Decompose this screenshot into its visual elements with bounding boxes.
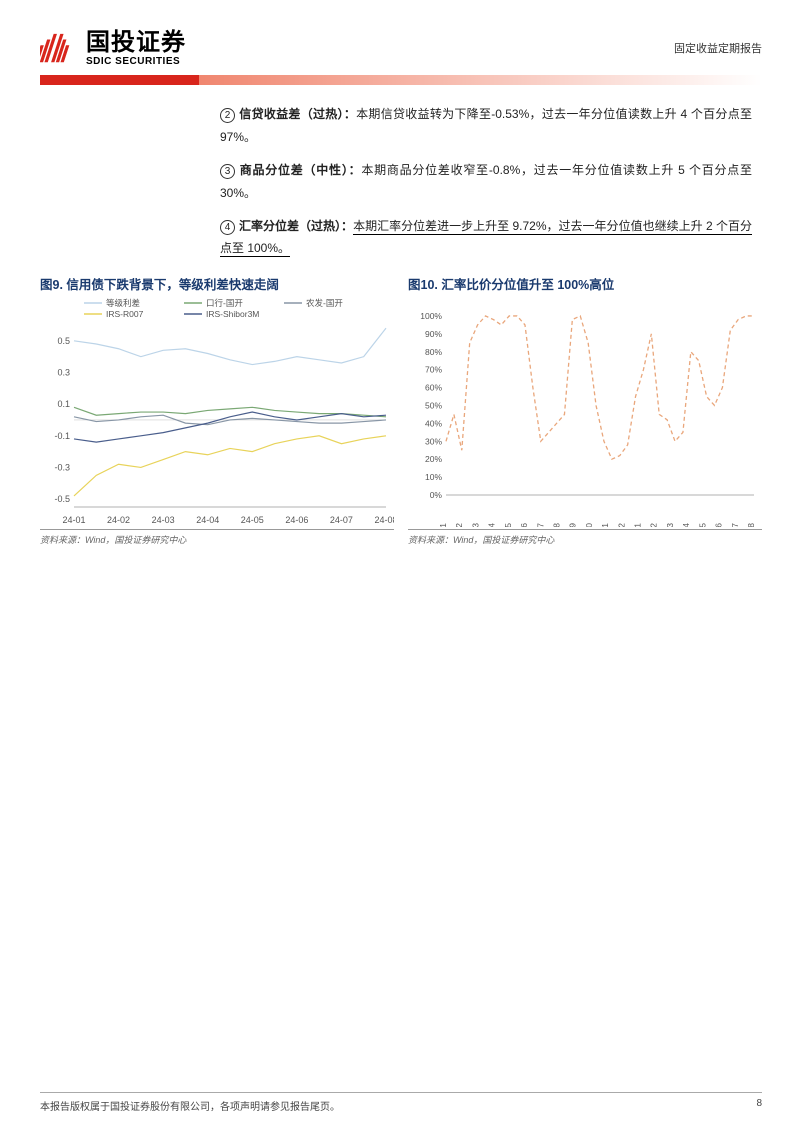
svg-text:等级利差: 等级利差 — [106, 298, 140, 308]
svg-text:IRS-R007: IRS-R007 — [106, 309, 144, 319]
chart-10: 图10. 汇率比价分位值升至 100%高位 0% 10% 20% 30% 40% 50% 6… — [408, 274, 762, 546]
svg-text:23-09: 23-09 — [568, 523, 578, 527]
logo-block: 国投证券 SDIC SECURITIES — [40, 30, 186, 67]
footer-copyright: 本报告版权属于国投证券股份有限公司，各项声明请参见报告尾页。 — [40, 1098, 340, 1113]
svg-text:23-12: 23-12 — [616, 523, 626, 527]
chart9-svg: 等级利差 口行-国开 农发-国开 IRS-R007 IRS-Shibor3M -0.5 -0… — [40, 297, 394, 527]
logo-text-en: SDIC SECURITIES — [86, 56, 186, 67]
chart9-title: 图9. 信用债下跌背景下，等级利差快速走阔 — [40, 274, 394, 293]
svg-text:-0.1: -0.1 — [54, 431, 70, 441]
svg-text:23-11: 23-11 — [600, 523, 610, 527]
svg-text:40%: 40% — [425, 419, 442, 429]
svg-text:24-03: 24-03 — [152, 515, 175, 525]
svg-text:80%: 80% — [425, 347, 442, 357]
body-paragraphs: 2信贷收益差（过热）：本期信贷收益转为下降至-0.53%，过去一年分位值读数上升… — [220, 103, 752, 260]
svg-text:24-07: 24-07 — [330, 515, 353, 525]
svg-text:70%: 70% — [425, 365, 442, 375]
svg-text:24-01: 24-01 — [633, 523, 643, 527]
svg-text:0.5: 0.5 — [57, 336, 70, 346]
svg-text:90%: 90% — [425, 329, 442, 339]
svg-text:100%: 100% — [420, 311, 442, 321]
svg-text:0.1: 0.1 — [57, 399, 70, 409]
svg-text:23-04: 23-04 — [487, 523, 497, 527]
svg-text:30%: 30% — [425, 436, 442, 446]
chart10-title: 图10. 汇率比价分位值升至 100%高位 — [408, 274, 762, 293]
svg-text:0%: 0% — [430, 490, 443, 500]
svg-text:0.3: 0.3 — [57, 368, 70, 378]
svg-text:50%: 50% — [425, 401, 442, 411]
chart9-source: 资料来源：Wind，国投证券研究中心 — [40, 529, 394, 546]
svg-text:农发-国开: 农发-国开 — [306, 298, 343, 308]
svg-text:23-01: 23-01 — [438, 523, 448, 527]
svg-text:24-03: 24-03 — [665, 523, 675, 527]
svg-text:口行-国开: 口行-国开 — [206, 298, 243, 308]
svg-text:-0.5: -0.5 — [54, 494, 70, 504]
svg-text:24-01: 24-01 — [62, 515, 85, 525]
svg-text:24-05: 24-05 — [697, 523, 707, 527]
header-accent-bar — [40, 75, 762, 85]
svg-text:23-06: 23-06 — [519, 523, 529, 527]
page-header: 国投证券 SDIC SECURITIES 固定收益定期报告 — [40, 30, 762, 67]
svg-text:24-04: 24-04 — [681, 523, 691, 527]
svg-text:24-02: 24-02 — [649, 523, 659, 527]
chart10-svg: 0% 10% 20% 30% 40% 50% 60% 70% 80% 90% 100% 23-01 23… — [408, 297, 762, 527]
svg-text:24-05: 24-05 — [241, 515, 264, 525]
chart-9: 图9. 信用债下跌背景下，等级利差快速走阔 等级利差 口行-国开 农发-国开 IRS-… — [40, 274, 394, 546]
svg-text:23-10: 23-10 — [584, 523, 594, 527]
svg-text:23-07: 23-07 — [535, 523, 545, 527]
page-number: 8 — [756, 1098, 762, 1113]
page-footer: 本报告版权属于国投证券股份有限公司，各项声明请参见报告尾页。 8 — [40, 1092, 762, 1113]
svg-text:24-06: 24-06 — [285, 515, 308, 525]
svg-text:-0.3: -0.3 — [54, 463, 70, 473]
logo-text-cn: 国投证券 — [86, 30, 186, 56]
chart10-source: 资料来源：Wind，国投证券研究中心 — [408, 529, 762, 546]
svg-text:24-04: 24-04 — [196, 515, 219, 525]
svg-text:24-07: 24-07 — [730, 523, 740, 527]
svg-text:24-06: 24-06 — [714, 523, 724, 527]
svg-text:23-08: 23-08 — [551, 523, 561, 527]
svg-text:IRS-Shibor3M: IRS-Shibor3M — [206, 309, 259, 319]
svg-text:24-02: 24-02 — [107, 515, 130, 525]
svg-text:23-03: 23-03 — [470, 523, 480, 527]
svg-text:24-08: 24-08 — [746, 523, 756, 527]
logo-icon — [40, 32, 78, 66]
svg-text:10%: 10% — [425, 472, 442, 482]
doc-type: 固定收益定期报告 — [674, 40, 762, 56]
svg-text:23-05: 23-05 — [503, 523, 513, 527]
svg-text:24-08: 24-08 — [374, 515, 394, 525]
svg-text:20%: 20% — [425, 454, 442, 464]
svg-text:23-02: 23-02 — [454, 523, 464, 527]
svg-text:60%: 60% — [425, 383, 442, 393]
